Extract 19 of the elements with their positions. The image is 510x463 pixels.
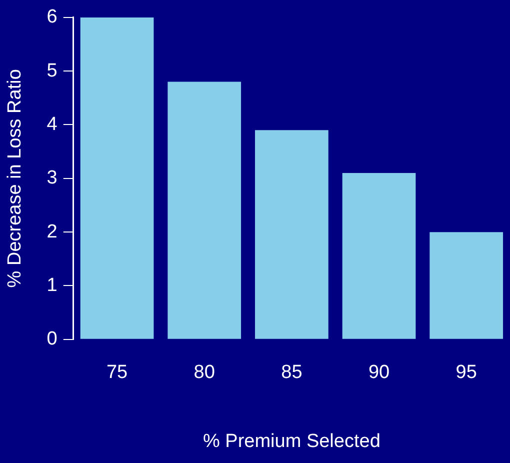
bar [255, 130, 328, 339]
bar [80, 17, 154, 339]
x-axis-title: % Premium Selected [202, 430, 380, 452]
x-tick-label: 95 [456, 362, 477, 384]
bar [168, 82, 242, 339]
x-tick-label: 75 [106, 362, 128, 384]
bar [430, 232, 504, 339]
y-tick-label: 5 [46, 60, 58, 82]
bar [342, 173, 416, 339]
y-tick-label: 1 [46, 274, 58, 296]
y-tick-label: 6 [46, 6, 58, 28]
x-tick-label: 90 [368, 362, 390, 384]
x-tick-label: 85 [281, 362, 302, 384]
x-tick-label: 80 [194, 362, 215, 384]
y-tick-label: 4 [46, 114, 58, 135]
y-axis-title: % Decrease in Loss Ratio [4, 69, 26, 288]
y-tick-label: 3 [46, 168, 58, 189]
y-tick-label: 0 [46, 328, 58, 350]
y-tick-label: 2 [46, 221, 58, 242]
